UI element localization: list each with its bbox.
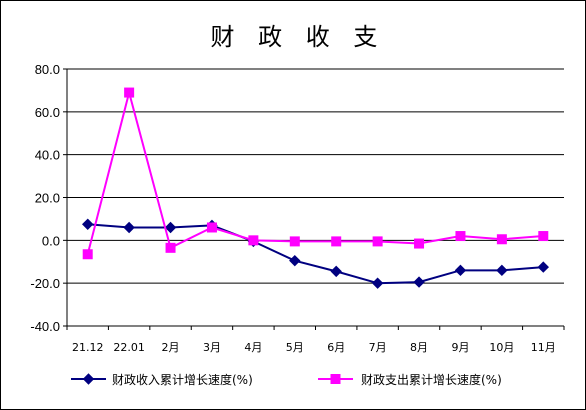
data-point bbox=[537, 261, 549, 273]
axes bbox=[63, 68, 565, 330]
data-point bbox=[371, 277, 384, 289]
y-tick-label: -20.0 bbox=[30, 276, 60, 291]
data-point bbox=[206, 222, 217, 233]
data-point bbox=[123, 221, 135, 234]
legend-marker bbox=[82, 373, 95, 385]
chart-title: 财 政 收 支 bbox=[211, 23, 386, 51]
x-tick-label: 21.12 bbox=[72, 341, 104, 354]
data-point bbox=[124, 87, 135, 98]
data-point bbox=[165, 242, 176, 253]
legend-item-1: 财政收入累计增长速度(%) bbox=[71, 372, 253, 387]
grid-lines bbox=[67, 68, 564, 327]
data-point bbox=[413, 276, 425, 288]
y-tick-label: -40.0 bbox=[30, 319, 60, 334]
legend-label: 财政收入累计增长速度(%) bbox=[112, 372, 253, 387]
data-point bbox=[454, 264, 467, 277]
legend-marker bbox=[330, 374, 341, 384]
x-tick-labels: 21.12 22.01 2月 3月 4月 5月 6月 7月 8月 9月 10月 11月 bbox=[72, 341, 556, 354]
series-2 bbox=[82, 87, 549, 260]
legend: 财政收入累计增长速度(%) 财政支出累计增长速度(%) bbox=[71, 372, 502, 387]
data-point bbox=[248, 235, 259, 246]
y-tick-labels: 80.0 60.0 40.0 20.0 0.0 -20.0 -40.0 bbox=[30, 62, 60, 334]
y-tick-label: 80.0 bbox=[35, 62, 60, 77]
data-point bbox=[331, 236, 342, 247]
data-point bbox=[496, 264, 508, 277]
data-point bbox=[82, 249, 93, 260]
data-point bbox=[82, 218, 94, 230]
y-tick-label: 20.0 bbox=[35, 191, 60, 206]
x-tick-label: 5月 bbox=[286, 341, 304, 354]
data-point bbox=[496, 234, 507, 245]
data-point bbox=[372, 236, 383, 247]
x-tick-label: 7月 bbox=[369, 341, 387, 354]
y-tick-label: 60.0 bbox=[35, 105, 60, 120]
x-tick-label: 6月 bbox=[327, 341, 345, 354]
data-point bbox=[330, 265, 342, 278]
y-tick-label: 0.0 bbox=[42, 233, 60, 248]
data-point bbox=[414, 238, 425, 249]
series-1 bbox=[82, 218, 549, 289]
x-tick-label: 4月 bbox=[244, 341, 262, 354]
series-line bbox=[86, 88, 544, 255]
data-point bbox=[289, 254, 301, 267]
data-point bbox=[164, 221, 177, 234]
x-tick-label: 8月 bbox=[410, 341, 428, 354]
series-line bbox=[87, 223, 544, 285]
data-point bbox=[289, 236, 300, 247]
x-tick-label: 9月 bbox=[451, 341, 469, 354]
series-group bbox=[82, 87, 549, 289]
legend-label: 财政支出累计增长速度(%) bbox=[361, 372, 502, 387]
x-tick-label: 3月 bbox=[203, 341, 221, 354]
x-tick-label: 2月 bbox=[162, 341, 180, 354]
data-point bbox=[538, 231, 549, 242]
y-tick-label: 40.0 bbox=[35, 148, 60, 163]
x-tick-label: 11月 bbox=[531, 341, 556, 354]
x-tick-label: 22.01 bbox=[113, 341, 145, 354]
legend-item-2: 财政支出累计增长速度(%) bbox=[318, 372, 502, 387]
x-tick-label: 10月 bbox=[489, 341, 514, 354]
data-point bbox=[455, 231, 466, 242]
